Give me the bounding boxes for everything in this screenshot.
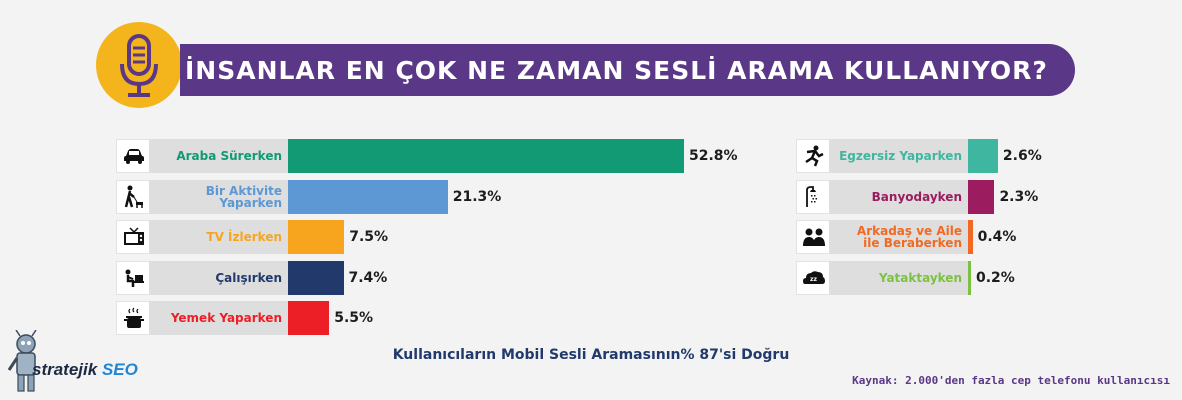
bar — [968, 179, 995, 214]
label-background — [829, 220, 968, 254]
bar-row: Bir Aktivite Yaparken 21.3% — [116, 179, 756, 214]
title-banner — [180, 44, 1075, 96]
bar-row: zz Yataktayken 0.2% — [796, 260, 1096, 295]
bar — [288, 220, 345, 254]
label-background — [149, 220, 288, 254]
microphone-icon — [120, 34, 158, 97]
data-label: 7.4% — [348, 269, 388, 286]
bar — [288, 139, 684, 173]
bar — [968, 139, 998, 173]
car-icon — [116, 139, 151, 173]
bar-row: Çalışırken 7.4% — [116, 260, 756, 295]
chart-title: İNSANLAR EN ÇOK NE ZAMAN SESLİ ARAMA KUL… — [185, 56, 1048, 85]
category-label: Arkadaş ve Aile ile Beraberken — [856, 224, 962, 250]
running-icon — [796, 139, 831, 173]
data-label: 21.3% — [452, 188, 502, 205]
label-background — [829, 139, 968, 173]
subtitle: Kullanıcıların Mobil Sesli Aramasının% 8… — [392, 347, 790, 363]
category-label: Egzersiz Yaparken — [839, 149, 962, 163]
bar — [288, 179, 448, 214]
shower-icon — [796, 179, 831, 214]
bar-row: Egzersiz Yaparken 2.6% — [796, 139, 1096, 173]
bar-row: Arkadaş ve Aile ile Beraberken 0.4% — [796, 220, 1096, 254]
data-label: 0.2% — [976, 269, 1015, 286]
bar-row: Araba Sürerken 52.8% — [116, 139, 756, 173]
people-icon — [796, 220, 831, 254]
bar — [288, 260, 344, 295]
data-label: 7.5% — [349, 229, 389, 245]
data-label: 52.8% — [689, 148, 738, 164]
category-label: Yataktayken — [878, 270, 962, 285]
bar-row: TV İzlerken 7.5% — [116, 220, 756, 254]
bar-row: Yemek Yaparken 5.5% — [116, 301, 756, 335]
label-background — [149, 179, 288, 214]
category-label: Çalışırken — [215, 270, 282, 285]
bar — [968, 220, 973, 254]
data-label: 5.5% — [334, 310, 374, 326]
walking-dog-icon — [116, 179, 151, 214]
category-label: Yemek Yaparken — [170, 311, 282, 325]
category-label: TV İzlerken — [206, 230, 282, 244]
label-background — [149, 301, 288, 335]
sleeping-icon: zz — [796, 260, 831, 295]
cooking-pot-icon — [116, 301, 151, 335]
bar — [288, 301, 330, 335]
category-label: Bir Aktivite Yaparken — [205, 183, 282, 210]
microphone-badge — [96, 22, 182, 108]
source-note: Kaynak: 2.000'den fazla cep telefonu kul… — [852, 374, 1170, 387]
logo-word-1: stratejik — [32, 360, 98, 379]
logo-text: stratejik SEO — [32, 360, 138, 380]
tv-icon — [116, 220, 151, 254]
label-background — [829, 260, 968, 295]
logo-word-2: SEO — [101, 360, 138, 379]
data-label: 2.6% — [1002, 148, 1042, 164]
bar — [968, 260, 971, 295]
label-background — [829, 179, 968, 214]
label-background — [149, 260, 288, 295]
data-label: 0.4% — [977, 229, 1017, 245]
label-background — [149, 139, 288, 173]
bar-row: Banyodayken 2.3% — [796, 179, 1096, 214]
stratejik-seo-logo — [7, 330, 37, 392]
category-label: Banyodayken — [871, 189, 962, 204]
data-label: 2.3% — [999, 188, 1039, 205]
category-label: Araba Sürerken — [176, 149, 282, 163]
svg-text:zz: zz — [810, 276, 817, 283]
working-at-laptop-icon — [116, 260, 151, 295]
